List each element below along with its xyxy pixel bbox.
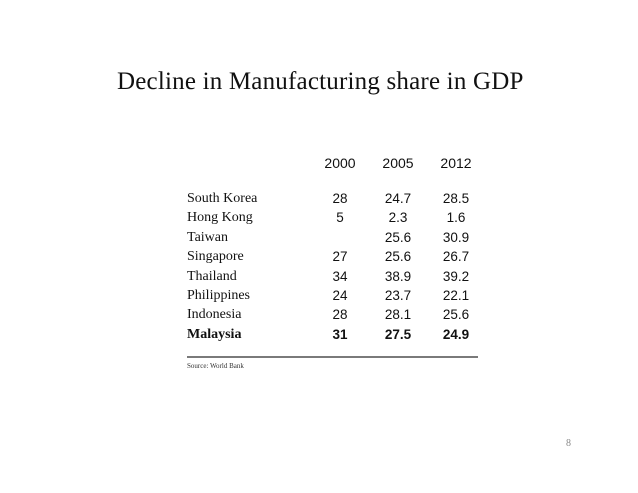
table-cell-2005: 23.7 [384, 288, 412, 303]
country-label: Hong Kong [187, 210, 253, 226]
country-label: Indonesia [187, 307, 242, 323]
table-cell-2000: 28 [332, 191, 348, 206]
country-label: Philippines [187, 288, 251, 303]
table-cell-2000: 24 [332, 288, 348, 303]
table-cell-2012: 1.6 [446, 210, 466, 226]
table-cell-2005: 2.3 [388, 210, 408, 226]
table-bottom-rule [187, 356, 478, 358]
table-cell-2000: 34 [332, 268, 348, 284]
table-cell-2012: 25.6 [442, 307, 470, 323]
table-cell-2005: 38.9 [384, 268, 412, 284]
table-cell-2000: 31 [332, 326, 348, 342]
table-cell-2005: 25.6 [384, 249, 412, 265]
table-cell-2000: 5 [336, 210, 344, 226]
page-number: 8 [566, 438, 571, 449]
table-cell-2005: 27.5 [384, 326, 412, 342]
table-cell-2005: 25.6 [384, 229, 412, 245]
table-cell-2000: 27 [332, 249, 348, 265]
table-cell-2000: 28 [332, 307, 348, 323]
table-cell-2005: 24.7 [384, 191, 412, 206]
table-cell-2012: 39.2 [442, 268, 470, 284]
table-cell-2012: 28.5 [442, 191, 470, 206]
country-label: Taiwan [187, 229, 229, 245]
column-header-2000: 2000 [324, 155, 356, 171]
source-note: Source: World Bank [187, 362, 244, 370]
column-header-2005: 2005 [382, 155, 414, 171]
column-header-2012: 2012 [440, 155, 472, 171]
table-cell-2012: 26.7 [442, 249, 470, 265]
slide-title: Decline in Manufacturing share in GDP [117, 68, 524, 95]
country-label: Thailand [187, 268, 237, 284]
country-label: South Korea [187, 191, 258, 206]
country-label: Malaysia [187, 326, 242, 342]
table-cell-2012: 30.9 [442, 229, 470, 245]
table-cell-2012: 22.1 [442, 288, 470, 303]
table-cell-2005: 28.1 [384, 307, 412, 323]
country-label: Singapore [187, 249, 244, 265]
table-cell-2012: 24.9 [442, 326, 470, 342]
